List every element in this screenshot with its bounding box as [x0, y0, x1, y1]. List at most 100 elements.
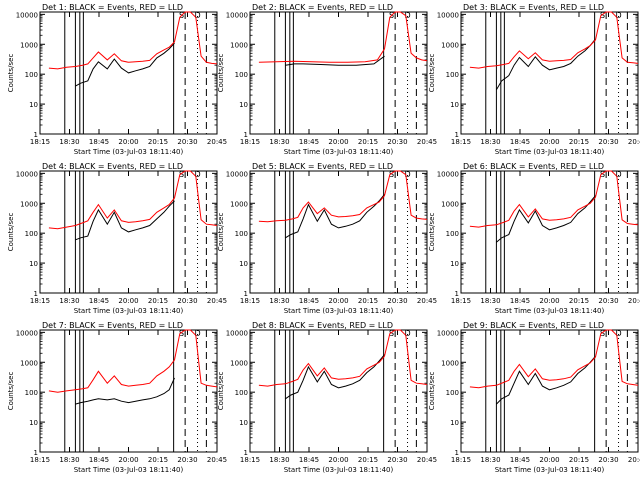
y-tick-label: 10000	[437, 170, 459, 178]
x-tick-label: 20:30	[387, 456, 407, 464]
x-axis-label: Start Time (03-Jul-03 18:11:40)	[74, 307, 184, 315]
detector-panel-2: Det 2: BLACK = Events, RED = LLD 1 10 100 10…	[217, 3, 437, 156]
x-tick-label: 18:15	[240, 297, 260, 305]
x-tick-label: 20:00	[118, 456, 138, 464]
x-tick-label: 18:45	[89, 456, 109, 464]
x-tick-label: 20:30	[598, 297, 618, 305]
x-tick-label: 20:00	[539, 297, 559, 305]
x-tick-label: 20:30	[598, 138, 618, 146]
x-tick-label: 18:30	[269, 297, 289, 305]
lld-series-line	[258, 329, 428, 387]
detector-panel-6: Det 6: BLACK = Events, RED = LLD 1 10 100 10…	[428, 162, 640, 315]
y-tick-label: 10000	[16, 329, 38, 337]
x-tick-label: 18:30	[269, 138, 289, 146]
x-tick-label: 18:30	[480, 297, 500, 305]
saa-marker: S	[389, 170, 394, 179]
saa-marker: S	[600, 170, 605, 179]
plot-frame	[249, 170, 428, 294]
y-tick-label: 10	[450, 101, 459, 109]
x-tick-label: 18:30	[59, 456, 79, 464]
x-tick-label: 20:00	[328, 456, 348, 464]
x-tick-label: 20:00	[328, 297, 348, 305]
y-tick-label: 10	[239, 101, 248, 109]
plot-frame	[460, 170, 639, 294]
x-tick-label: 20:15	[569, 297, 589, 305]
plot-frame	[249, 329, 428, 453]
y-tick-label: 10000	[437, 329, 459, 337]
x-tick-label: 20:45	[207, 297, 227, 305]
lld-series-line	[48, 170, 218, 230]
x-tick-label: 20:15	[148, 138, 168, 146]
x-tick-label: 18:15	[451, 456, 471, 464]
y-tick-label: 1000	[20, 359, 38, 367]
events-series-line	[75, 42, 175, 87]
x-axis-label: Start Time (03-Jul-03 18:11:40)	[495, 466, 605, 474]
x-tick-label: 20:00	[118, 297, 138, 305]
detector-panel-7: Det 7: BLACK = Events, RED = LLD 1 10 100 10…	[7, 321, 227, 474]
y-tick-label: 10000	[226, 170, 248, 178]
lld-series-line	[48, 11, 218, 70]
d-marker: D	[404, 329, 410, 338]
y-tick-label: 1000	[20, 41, 38, 49]
x-tick-label: 18:45	[510, 138, 530, 146]
plot-frame	[460, 329, 639, 453]
x-tick-label: 20:00	[539, 138, 559, 146]
y-tick-label: 1000	[230, 41, 248, 49]
detector-panel-8: Det 8: BLACK = Events, RED = LLD 1 10 100 10…	[217, 321, 437, 474]
x-tick-label: 20:30	[598, 456, 618, 464]
y-tick-label: 1	[34, 290, 38, 298]
lld-series-line	[258, 170, 428, 223]
events-series-line	[496, 355, 596, 405]
x-tick-label: 18:30	[59, 297, 79, 305]
x-tick-label: 18:15	[30, 297, 50, 305]
x-tick-label: 18:30	[59, 138, 79, 146]
d-marker: D	[615, 329, 621, 338]
y-tick-label: 1000	[230, 359, 248, 367]
panel-title: Det 5: BLACK = Events, RED = LLD	[252, 162, 393, 171]
x-tick-label: 18:45	[89, 138, 109, 146]
y-tick-label: 10	[450, 419, 459, 427]
d-marker: D	[615, 170, 621, 179]
x-tick-label: 18:30	[269, 456, 289, 464]
x-tick-label: 20:00	[118, 138, 138, 146]
x-axis-label: Start Time (03-Jul-03 18:11:40)	[74, 148, 184, 156]
y-axis-label: Counts/sec	[217, 54, 225, 93]
y-axis-label: Counts/sec	[217, 372, 225, 411]
x-tick-label: 18:45	[510, 297, 530, 305]
plot-frame	[460, 11, 639, 135]
x-tick-label: 20:30	[177, 138, 197, 146]
d-marker: D	[404, 170, 410, 179]
saa-marker: S	[600, 329, 605, 338]
y-tick-label: 100	[25, 230, 38, 238]
y-tick-label: 10000	[437, 11, 459, 19]
x-axis-label: Start Time (03-Jul-03 18:11:40)	[284, 148, 394, 156]
x-tick-label: 20:15	[358, 297, 378, 305]
x-tick-label: 20:15	[358, 138, 378, 146]
y-tick-label: 1	[455, 449, 459, 457]
x-tick-label: 18:15	[30, 456, 50, 464]
y-tick-label: 100	[235, 389, 248, 397]
panel-title: Det 4: BLACK = Events, RED = LLD	[42, 162, 183, 171]
x-tick-label: 18:45	[89, 297, 109, 305]
panel-title: Det 2: BLACK = Events, RED = LLD	[252, 3, 393, 12]
y-axis-label: Counts/sec	[428, 372, 436, 411]
detector-panel-5: Det 5: BLACK = Events, RED = LLD 1 10 100 10…	[217, 162, 437, 315]
x-tick-label: 20:45	[417, 297, 437, 305]
x-tick-label: 20:30	[177, 456, 197, 464]
x-tick-label: 20:45	[628, 297, 640, 305]
events-series-line	[495, 38, 596, 91]
saa-marker: S	[179, 329, 184, 338]
y-tick-label: 1	[244, 290, 248, 298]
y-tick-label: 1000	[20, 200, 38, 208]
x-tick-label: 18:45	[299, 297, 319, 305]
y-tick-label: 10	[29, 260, 38, 268]
x-tick-label: 18:15	[240, 456, 260, 464]
y-tick-label: 100	[446, 389, 459, 397]
x-tick-label: 18:45	[299, 138, 319, 146]
y-tick-label: 10000	[226, 329, 248, 337]
y-axis-label: Counts/sec	[217, 213, 225, 252]
x-tick-label: 20:30	[387, 138, 407, 146]
x-tick-label: 20:45	[628, 456, 640, 464]
x-axis-label: Start Time (03-Jul-03 18:11:40)	[74, 466, 184, 474]
